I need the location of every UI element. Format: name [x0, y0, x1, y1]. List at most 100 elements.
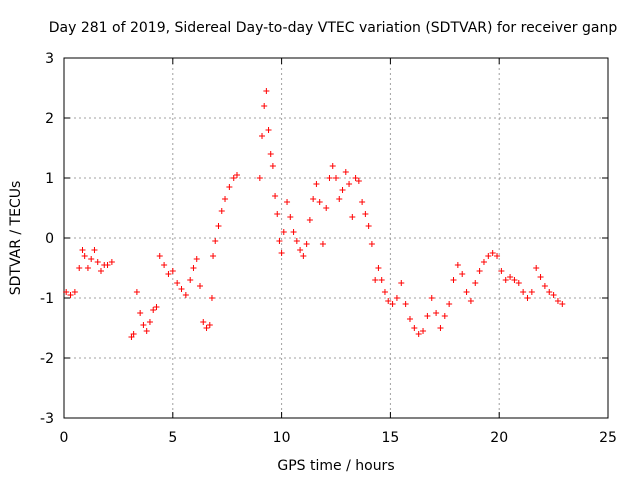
y-tick-label: 2	[45, 111, 54, 127]
data-point	[206, 322, 213, 328]
data-point	[300, 253, 307, 259]
data-point	[507, 274, 514, 280]
data-point	[197, 283, 203, 289]
data-point	[352, 175, 359, 181]
data-point	[272, 193, 279, 199]
data-point	[97, 268, 104, 274]
data-point	[94, 259, 101, 265]
data-point	[336, 196, 343, 202]
data-point	[222, 196, 229, 202]
data-point	[550, 292, 557, 298]
data-point	[359, 199, 366, 205]
data-point	[459, 271, 466, 277]
data-point	[263, 88, 270, 94]
data-point	[215, 223, 222, 229]
data-point	[190, 265, 197, 271]
data-point	[137, 310, 144, 316]
x-axis-label: GPS time / hours	[277, 458, 394, 474]
data-point	[306, 217, 313, 223]
data-point	[355, 178, 362, 184]
data-point	[323, 205, 330, 211]
data-point	[256, 175, 263, 181]
data-point	[533, 265, 540, 271]
data-point	[485, 253, 492, 259]
data-point	[520, 289, 527, 295]
data-point	[210, 253, 217, 259]
data-point	[297, 247, 304, 253]
y-axis-label: SDTVAR / TECUs	[8, 181, 24, 296]
data-point	[428, 295, 435, 301]
data-point	[182, 292, 189, 298]
x-tick-label: 5	[168, 430, 177, 446]
data-point	[63, 289, 70, 295]
y-tick-label: 1	[45, 171, 54, 187]
data-point	[265, 127, 272, 133]
data-point	[502, 277, 509, 283]
data-point	[420, 328, 427, 334]
data-point	[200, 319, 207, 325]
data-point	[178, 286, 185, 292]
data-point	[165, 271, 172, 277]
data-point	[480, 259, 487, 265]
data-point	[146, 319, 153, 325]
data-point	[554, 298, 561, 304]
data-point	[203, 325, 210, 331]
data-point	[333, 175, 339, 181]
data-point	[467, 298, 474, 304]
data-point	[329, 163, 336, 169]
data-point	[463, 289, 470, 295]
data-point	[368, 241, 375, 247]
data-point	[290, 229, 297, 235]
data-point	[88, 256, 95, 262]
data-point	[541, 283, 548, 289]
data-point	[193, 256, 200, 262]
data-point	[494, 253, 501, 259]
data-point	[415, 331, 422, 337]
data-point	[378, 277, 385, 283]
data-point	[489, 250, 496, 256]
data-point	[316, 199, 323, 205]
data-point	[212, 238, 219, 244]
data-point	[76, 265, 83, 271]
data-point	[476, 268, 483, 274]
x-tick-label: 0	[60, 430, 69, 446]
data-point	[362, 211, 369, 217]
data-point	[218, 208, 225, 214]
data-point	[515, 280, 522, 286]
data-point	[339, 187, 346, 193]
data-point	[81, 253, 88, 259]
data-point	[143, 328, 150, 334]
data-point	[372, 277, 379, 283]
data-point	[161, 262, 168, 268]
data-point	[326, 175, 333, 181]
data-point	[389, 301, 396, 307]
data-point	[174, 280, 181, 286]
data-point	[559, 301, 566, 307]
data-point	[287, 214, 294, 220]
data-point	[385, 298, 392, 304]
data-point	[84, 265, 91, 271]
data-point	[498, 268, 505, 274]
data-point	[524, 295, 531, 301]
y-tick-label: -1	[40, 291, 54, 307]
data-point	[67, 292, 74, 298]
data-point	[104, 262, 111, 268]
data-point	[511, 277, 518, 283]
data-point	[187, 277, 194, 283]
data-point	[208, 295, 215, 301]
data-point	[150, 307, 157, 313]
data-point	[433, 310, 440, 316]
data-point	[310, 196, 317, 202]
data-point	[528, 289, 535, 295]
data-point	[259, 133, 266, 139]
data-point	[267, 151, 274, 157]
chart-title: Day 281 of 2019, Sidereal Day-to-day VTE…	[49, 20, 618, 36]
data-points	[63, 88, 566, 340]
data-point	[140, 322, 147, 328]
y-tick-label: -3	[40, 411, 54, 427]
x-tick-label: 20	[490, 430, 508, 446]
data-point	[276, 238, 283, 244]
y-tick-label: 0	[45, 231, 54, 247]
data-point	[91, 247, 98, 253]
